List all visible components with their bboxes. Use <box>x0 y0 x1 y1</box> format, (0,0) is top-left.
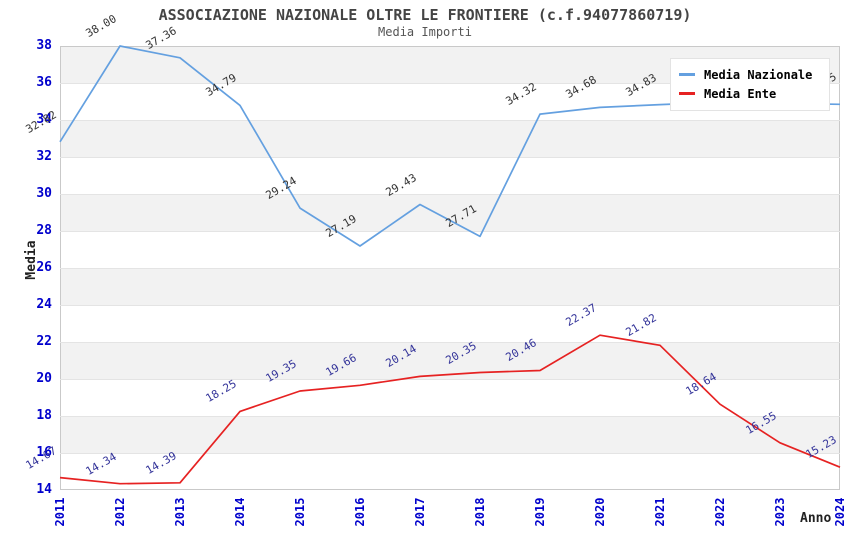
y-tick-label: 38 <box>36 38 52 53</box>
y-tick-label: 24 <box>36 297 52 312</box>
x-tick-label: 2022 <box>713 497 727 527</box>
legend-label-media-nazionale: Media Nazionale <box>704 67 813 82</box>
gridline <box>60 157 840 158</box>
y-tick-label: 18 <box>36 408 52 423</box>
gridline <box>60 416 840 417</box>
chart-subtitle: Media Importi <box>378 25 472 39</box>
y-tick-label: 16 <box>36 445 52 460</box>
y-tick-label: 32 <box>36 149 52 164</box>
x-tick-label: 2023 <box>773 497 787 527</box>
x-tick-label: 2013 <box>173 497 187 527</box>
gridline <box>60 268 840 269</box>
gridline <box>60 379 840 380</box>
x-tick-label: 2016 <box>353 497 367 527</box>
gridline <box>60 305 840 306</box>
x-tick-label: 2020 <box>593 497 607 527</box>
x-tick-label: 2017 <box>413 497 427 527</box>
gridline <box>60 342 840 343</box>
x-tick-label: 2018 <box>473 497 487 527</box>
y-tick-label: 26 <box>36 260 52 275</box>
y-tick-label: 28 <box>36 223 52 238</box>
gridline <box>60 194 840 195</box>
gridline <box>60 231 840 232</box>
y-tick-label: 34 <box>36 112 52 127</box>
x-tick-label: 2011 <box>53 497 67 527</box>
legend: Media Nazionale Media Ente <box>670 58 830 111</box>
y-tick-label: 20 <box>36 371 52 386</box>
y-tick-label: 36 <box>36 75 52 90</box>
y-axis-title: Media <box>24 240 39 280</box>
legend-item-media-nazionale: Media Nazionale <box>679 65 821 84</box>
legend-swatch-media-ente <box>679 92 695 95</box>
x-tick-label: 2015 <box>293 497 307 527</box>
x-tick-label: 2019 <box>533 497 547 527</box>
y-tick-label: 14 <box>36 482 52 497</box>
x-tick-label: 2024 <box>833 497 847 527</box>
x-axis-title: Anno <box>800 511 832 526</box>
x-tick-label: 2021 <box>653 497 667 527</box>
y-tick-label: 30 <box>36 186 52 201</box>
chart-title: ASSOCIAZIONE NAZIONALE OLTRE LE FRONTIER… <box>158 6 692 24</box>
gridline <box>60 120 840 121</box>
x-tick-label: 2012 <box>113 497 127 527</box>
legend-item-media-ente: Media Ente <box>679 84 821 103</box>
legend-label-media-ente: Media Ente <box>704 86 777 101</box>
x-tick-label: 2014 <box>233 497 247 527</box>
legend-swatch-media-nazionale <box>679 73 695 76</box>
y-tick-label: 22 <box>36 334 52 349</box>
gridline <box>60 453 840 454</box>
